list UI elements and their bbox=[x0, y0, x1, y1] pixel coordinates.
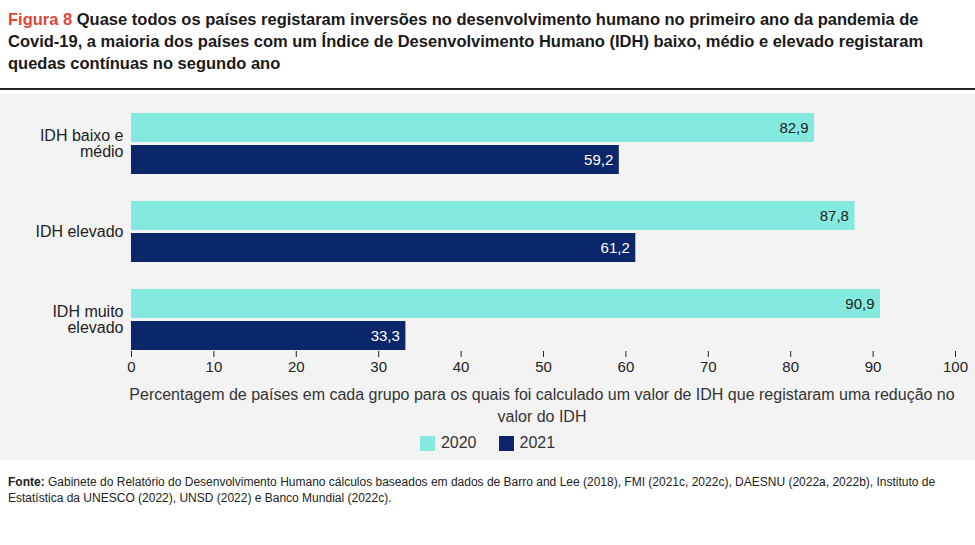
svg-text:87,8: 87,8 bbox=[820, 207, 849, 224]
svg-text:33,3: 33,3 bbox=[371, 327, 400, 344]
svg-text:90: 90 bbox=[865, 358, 882, 375]
html-text:Figura 8 Quase todos os países: Figura 8 Quase todos os países registara… bbox=[8, 10, 924, 72]
html-text:Fonte: Gabinete do Relatório d: Fonte: Gabinete do Relatório do Desenvol… bbox=[8, 475, 936, 505]
svg-text:40: 40 bbox=[453, 358, 470, 375]
svg-text:30: 30 bbox=[370, 358, 387, 375]
svg-text:59,2: 59,2 bbox=[584, 151, 613, 168]
svg-text:61,2: 61,2 bbox=[601, 239, 630, 256]
svg-text:10: 10 bbox=[206, 358, 223, 375]
svg-text:IDH muitoelevado: IDH muitoelevado bbox=[52, 303, 123, 336]
svg-text:80: 80 bbox=[782, 358, 799, 375]
svg-text:20: 20 bbox=[288, 358, 305, 375]
html-text:Percentagem de países em cada: Percentagem de países em cada grupo para… bbox=[129, 386, 955, 425]
html-text:2020: 2020 bbox=[440, 434, 477, 451]
svg-text:0: 0 bbox=[127, 358, 135, 375]
svg-text:90,9: 90,9 bbox=[845, 295, 874, 312]
svg-text:IDH baixo emédio: IDH baixo emédio bbox=[40, 127, 124, 160]
svg-text:50: 50 bbox=[535, 358, 552, 375]
svg-text:IDH elevado: IDH elevado bbox=[35, 223, 123, 240]
svg-text:70: 70 bbox=[700, 358, 717, 375]
html-text:2021: 2021 bbox=[519, 434, 556, 451]
svg-text:60: 60 bbox=[618, 358, 635, 375]
svg-text:100: 100 bbox=[943, 358, 968, 375]
svg-text:82,9: 82,9 bbox=[779, 119, 808, 136]
